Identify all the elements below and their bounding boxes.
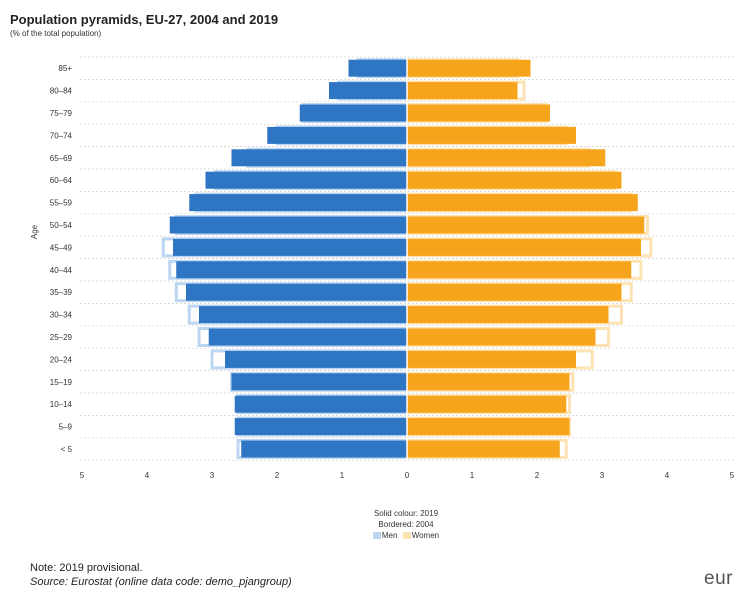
- eurostat-logo: eur: [704, 568, 733, 589]
- bar-men-2019: [173, 238, 407, 256]
- bar-women-2019: [407, 126, 576, 144]
- bar-women-2019: [407, 418, 570, 436]
- x-tick-label: 2: [535, 471, 540, 480]
- age-tick-label: 25–29: [50, 333, 73, 342]
- age-tick-label: 40–44: [50, 266, 73, 275]
- bar-men-2019: [231, 373, 407, 391]
- bar-women-2019: [407, 261, 632, 279]
- age-tick-label: 75–79: [50, 109, 73, 118]
- legend-men-swatch: [372, 532, 381, 539]
- bar-women-2019: [407, 194, 638, 212]
- bar-men-2019: [199, 306, 407, 324]
- chart-note: Note: 2019 provisional.: [30, 562, 143, 574]
- bar-women-2019: [407, 149, 606, 167]
- bar-women-2019: [407, 440, 560, 458]
- age-tick-label: 85+: [58, 64, 72, 73]
- chart-legend: Solid colour: 2019 Bordered: 2004 Men Wo…: [0, 508, 738, 541]
- bar-men-2019: [189, 194, 407, 212]
- bar-men-2019: [186, 283, 407, 301]
- bar-men-2019: [299, 104, 407, 122]
- legend-line-2019: Solid colour: 2019: [373, 509, 439, 518]
- bar-men-2019: [231, 149, 407, 167]
- bar-women-2019: [407, 171, 622, 189]
- bar-men-2019: [176, 261, 407, 279]
- age-tick-label: 30–34: [50, 311, 73, 320]
- x-tick-label: 2: [275, 471, 280, 480]
- x-tick-label: 5: [730, 471, 735, 480]
- x-tick-label: 4: [145, 471, 150, 480]
- age-tick-label: 50–54: [50, 221, 73, 230]
- chart-title: Population pyramids, EU-27, 2004 and 201…: [10, 12, 279, 27]
- age-tick-label: 80–84: [50, 87, 73, 96]
- age-tick-label: 60–64: [50, 176, 73, 185]
- x-tick-label: 1: [340, 471, 345, 480]
- bar-women-2019: [407, 350, 576, 368]
- age-tick-label: 15–19: [50, 378, 73, 387]
- bar-men-2019: [329, 82, 407, 100]
- bar-men-2019: [234, 418, 407, 436]
- bar-women-2019: [407, 238, 641, 256]
- x-tick-label: 3: [210, 471, 215, 480]
- age-tick-label: 5–9: [59, 423, 73, 432]
- age-tick-label: < 5: [61, 445, 73, 454]
- legend-women-label: Women: [411, 531, 440, 540]
- bar-men-2019: [234, 395, 407, 413]
- y-axis-label: Age: [30, 224, 39, 239]
- age-tick-label: 70–74: [50, 131, 73, 140]
- bar-women-2019: [407, 104, 550, 122]
- bar-men-2019: [169, 216, 407, 234]
- bar-men-2019: [205, 171, 407, 189]
- age-tick-label: 65–69: [50, 154, 73, 163]
- chart-source: Source: Eurostat (online data code: demo…: [30, 576, 292, 588]
- bar-women-2019: [407, 216, 645, 234]
- x-tick-label: 0: [405, 471, 410, 480]
- bar-women-2019: [407, 82, 518, 100]
- bar-men-2019: [267, 126, 407, 144]
- population-pyramid-chart: 85+80–8475–7970–7465–6960–6455–5950–5445…: [30, 56, 735, 480]
- bar-women-2019: [407, 59, 531, 77]
- age-tick-label: 45–49: [50, 243, 73, 252]
- bar-women-2019: [407, 395, 567, 413]
- age-tick-label: 35–39: [50, 288, 73, 297]
- x-tick-label: 3: [600, 471, 605, 480]
- age-tick-label: 20–24: [50, 355, 73, 364]
- bar-men-2019: [348, 59, 407, 77]
- bar-women-2019: [407, 306, 609, 324]
- chart-subtitle: (% of the total population): [10, 29, 102, 38]
- legend-line-2004: Bordered: 2004: [378, 520, 434, 529]
- legend-series: Men Women: [0, 530, 738, 541]
- bar-women-2019: [407, 328, 596, 346]
- x-tick-label: 1: [470, 471, 475, 480]
- x-tick-label: 5: [80, 471, 85, 480]
- bar-men-2019: [208, 328, 407, 346]
- x-tick-label: 4: [665, 471, 670, 480]
- bar-men-2019: [225, 350, 407, 368]
- bar-men-2019: [241, 440, 407, 458]
- age-tick-label: 10–14: [50, 400, 73, 409]
- age-tick-label: 55–59: [50, 199, 73, 208]
- legend-men-label: Men: [381, 531, 398, 540]
- bar-women-2019: [407, 373, 570, 391]
- bar-women-2019: [407, 283, 622, 301]
- legend-women-swatch: [402, 532, 411, 539]
